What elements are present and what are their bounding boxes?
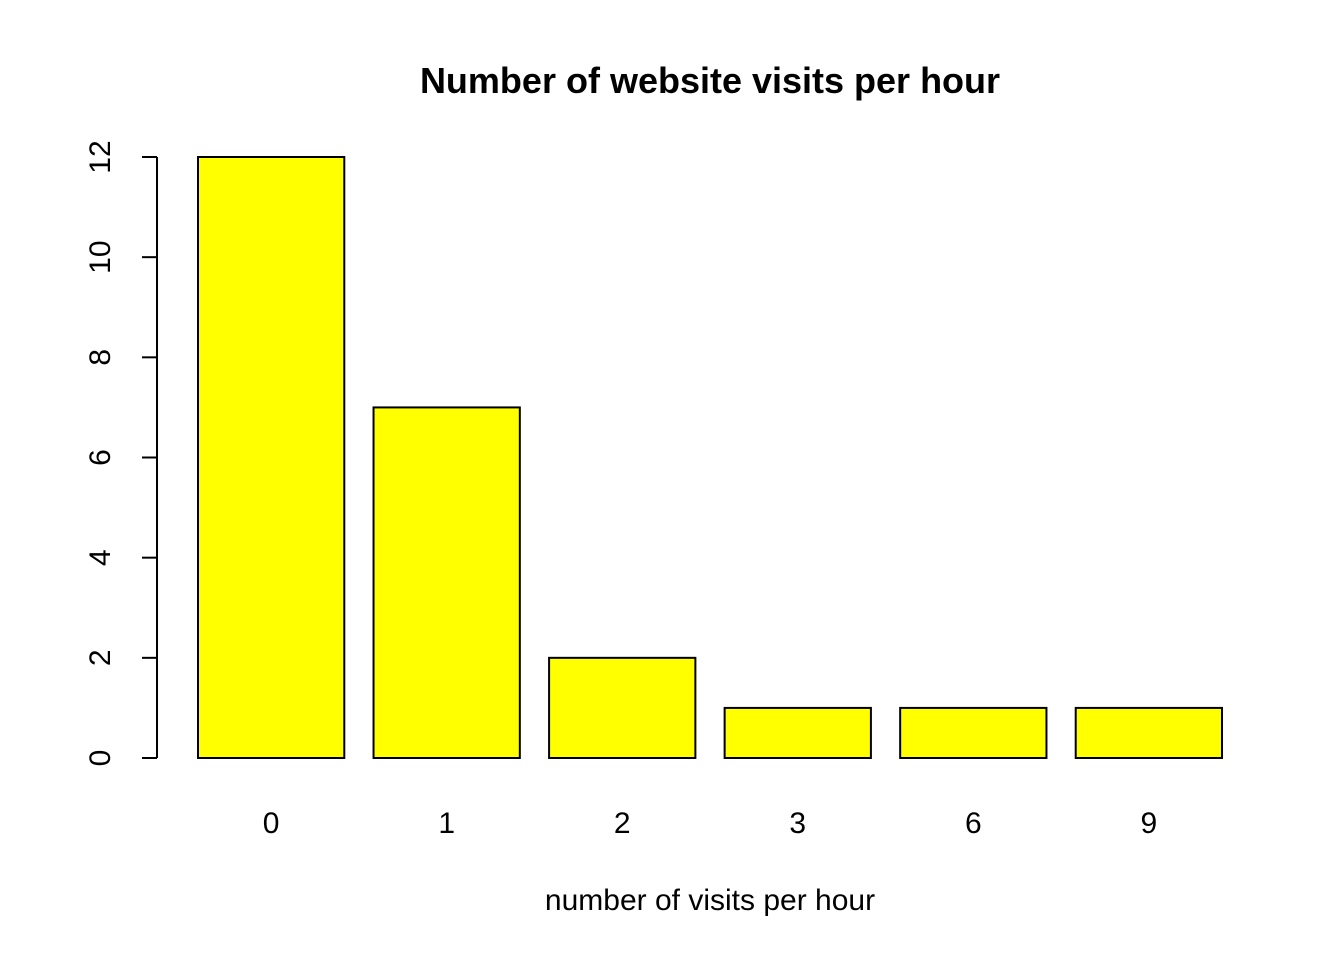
x-tick-label: 6 (965, 807, 982, 840)
bars (197, 156, 1223, 760)
y-tick-label: 2 (84, 649, 117, 666)
y-tick-label: 6 (84, 449, 117, 466)
bar (723, 706, 872, 760)
bar (548, 656, 697, 759)
y-tick-label: 12 (84, 140, 117, 173)
bar (1074, 706, 1223, 760)
x-tick-label: 0 (263, 807, 280, 840)
y-tick-label: 10 (84, 240, 117, 273)
x-tick-label: 2 (614, 807, 631, 840)
chart-title: Number of website visits per hour (420, 60, 1000, 101)
x-tick-label: 3 (789, 807, 806, 840)
x-tick-label: 9 (1141, 807, 1158, 840)
bar (899, 706, 1048, 760)
x-axis-label: number of visits per hour (545, 884, 875, 917)
y-tick-label: 4 (84, 549, 117, 566)
x-tick-label: 1 (438, 807, 455, 840)
bar (197, 156, 346, 759)
y-axis: 0 2 4 6 8 10 12 (84, 140, 158, 767)
x-axis-tick-labels: 0 1 2 3 6 9 (263, 807, 1157, 840)
y-tick-label: 0 (84, 750, 117, 767)
bar (372, 406, 521, 759)
y-tick-label: 8 (84, 349, 117, 366)
